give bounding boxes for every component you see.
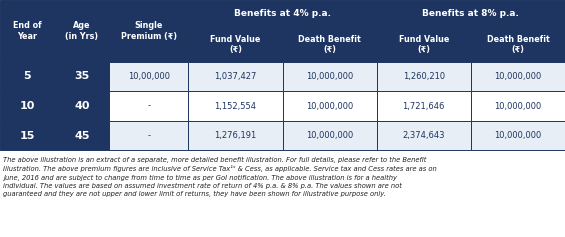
Bar [0, 62, 55, 91]
Bar [377, 0, 565, 27]
Text: 10: 10 [20, 101, 35, 111]
Bar [377, 91, 471, 121]
Text: 10,000,000: 10,000,000 [306, 72, 353, 81]
Text: 15: 15 [20, 131, 35, 141]
Text: Death Benefit
(₹): Death Benefit (₹) [486, 35, 549, 54]
Text: 1,152,554: 1,152,554 [214, 102, 257, 110]
Bar [377, 62, 471, 91]
Text: 10,000,000: 10,000,000 [306, 131, 353, 140]
Bar [471, 62, 565, 91]
Text: -: - [147, 131, 150, 140]
Text: -: - [147, 102, 150, 110]
Text: 35: 35 [75, 71, 90, 82]
Bar [110, 0, 188, 62]
Text: 40: 40 [74, 101, 90, 111]
Text: 45: 45 [74, 131, 90, 141]
Text: Age
(in Yrs): Age (in Yrs) [66, 21, 98, 41]
Bar [282, 27, 377, 62]
Bar [110, 91, 188, 121]
Text: Benefits at 8% p.a.: Benefits at 8% p.a. [423, 9, 519, 18]
Bar [55, 0, 110, 62]
Bar [0, 91, 55, 121]
Bar [471, 121, 565, 150]
Bar [55, 121, 110, 150]
Text: 1,260,210: 1,260,210 [403, 72, 445, 81]
Text: 10,00,000: 10,00,000 [128, 72, 170, 81]
Bar [188, 0, 377, 27]
Bar [110, 121, 188, 150]
Text: 10,000,000: 10,000,000 [494, 102, 541, 110]
Bar [188, 91, 282, 121]
Bar [471, 27, 565, 62]
Bar [188, 62, 282, 91]
Text: Fund Value
(₹): Fund Value (₹) [398, 35, 449, 54]
Text: 5: 5 [24, 71, 31, 82]
Text: Single
Premium (₹): Single Premium (₹) [121, 21, 177, 41]
Text: End of
Year: End of Year [13, 21, 42, 41]
Text: Fund Value
(₹): Fund Value (₹) [210, 35, 260, 54]
Bar [471, 91, 565, 121]
Text: 1,276,191: 1,276,191 [214, 131, 257, 140]
Text: 10,000,000: 10,000,000 [494, 72, 541, 81]
Bar [377, 121, 471, 150]
Bar [377, 27, 471, 62]
Bar [188, 27, 282, 62]
Text: Benefits at 4% p.a.: Benefits at 4% p.a. [234, 9, 331, 18]
Bar [282, 62, 377, 91]
Text: 2,374,643: 2,374,643 [402, 131, 445, 140]
Bar [282, 121, 377, 150]
Bar [55, 91, 110, 121]
Text: 1,721,646: 1,721,646 [403, 102, 445, 110]
Bar [282, 91, 377, 121]
Bar [0, 121, 55, 150]
Text: The above illustration is an extract of a separate, more detailed benefit illust: The above illustration is an extract of … [3, 156, 437, 197]
Bar [55, 62, 110, 91]
Bar [110, 62, 188, 91]
Text: Death Benefit
(₹): Death Benefit (₹) [298, 35, 361, 54]
Bar [188, 121, 282, 150]
Text: 1,037,427: 1,037,427 [214, 72, 257, 81]
Text: 10,000,000: 10,000,000 [494, 131, 541, 140]
Text: 10,000,000: 10,000,000 [306, 102, 353, 110]
Bar [0, 0, 55, 62]
